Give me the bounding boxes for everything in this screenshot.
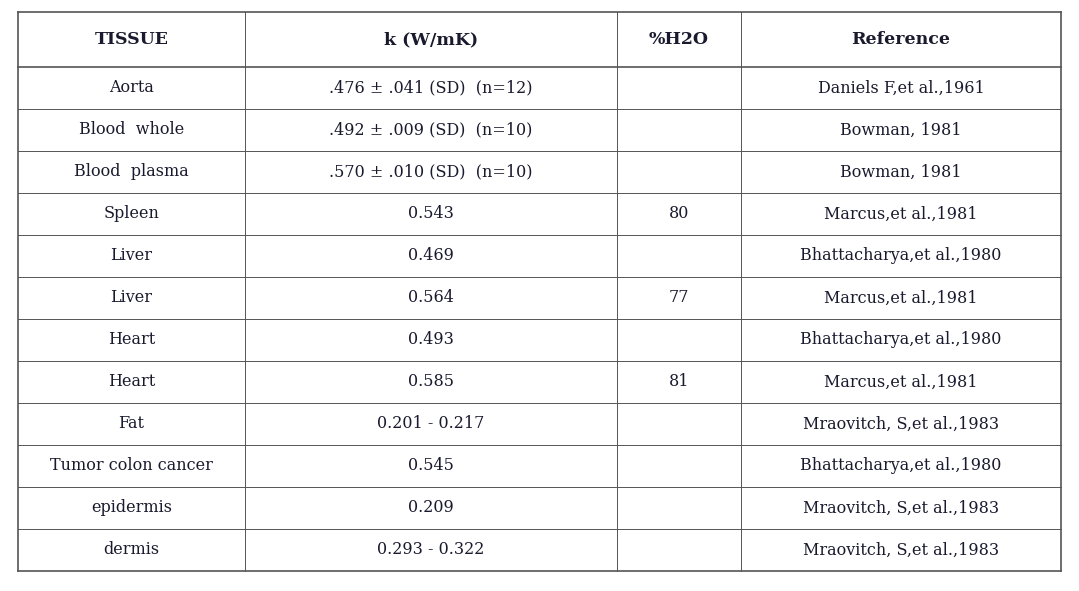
Text: Mraovitch, S,et al.,1983: Mraovitch, S,et al.,1983 [803,541,999,558]
Text: 0.293 - 0.322: 0.293 - 0.322 [378,541,484,558]
Text: Bhattacharya,et al.,1980: Bhattacharya,et al.,1980 [801,332,1001,349]
Text: dermis: dermis [104,541,160,558]
Text: 0.585: 0.585 [408,374,454,391]
Text: Fat: Fat [119,415,145,433]
Text: Bowman, 1981: Bowman, 1981 [841,164,961,180]
Text: .570 ± .010 (SD)  (n=10): .570 ± .010 (SD) (n=10) [329,164,533,180]
Text: Liver: Liver [110,290,152,307]
Text: Heart: Heart [108,374,155,391]
Text: %H2O: %H2O [648,31,709,48]
Text: 0.545: 0.545 [408,457,454,475]
Text: Tumor colon cancer: Tumor colon cancer [50,457,213,475]
Text: Liver: Liver [110,248,152,265]
Text: 0.493: 0.493 [408,332,454,349]
Text: Marcus,et al.,1981: Marcus,et al.,1981 [824,374,978,391]
Text: Aorta: Aorta [109,80,154,96]
Text: 0.469: 0.469 [408,248,454,265]
Text: Reference: Reference [851,31,951,48]
Text: 80: 80 [669,206,689,222]
Text: Daniels F,et al.,1961: Daniels F,et al.,1961 [818,80,984,96]
Text: Spleen: Spleen [104,206,160,222]
Text: .476 ± .041 (SD)  (n=12): .476 ± .041 (SD) (n=12) [329,80,533,96]
Text: epidermis: epidermis [91,499,172,517]
Text: 0.209: 0.209 [408,499,454,517]
Text: .492 ± .009 (SD)  (n=10): .492 ± .009 (SD) (n=10) [329,122,533,138]
Text: 0.201 - 0.217: 0.201 - 0.217 [378,415,484,433]
Text: 81: 81 [669,374,689,391]
Text: 0.543: 0.543 [408,206,454,222]
Text: 77: 77 [669,290,689,307]
Text: Mraovitch, S,et al.,1983: Mraovitch, S,et al.,1983 [803,499,999,517]
Text: k (W/mK): k (W/mK) [384,31,478,48]
Text: Heart: Heart [108,332,155,349]
Text: Bhattacharya,et al.,1980: Bhattacharya,et al.,1980 [801,457,1001,475]
Text: Blood  plasma: Blood plasma [74,164,189,180]
Text: Blood  whole: Blood whole [79,122,185,138]
Text: Bhattacharya,et al.,1980: Bhattacharya,et al.,1980 [801,248,1001,265]
Text: Mraovitch, S,et al.,1983: Mraovitch, S,et al.,1983 [803,415,999,433]
Text: Bowman, 1981: Bowman, 1981 [841,122,961,138]
Text: 0.564: 0.564 [408,290,454,307]
Text: Marcus,et al.,1981: Marcus,et al.,1981 [824,290,978,307]
Text: TISSUE: TISSUE [95,31,168,48]
Text: Marcus,et al.,1981: Marcus,et al.,1981 [824,206,978,222]
